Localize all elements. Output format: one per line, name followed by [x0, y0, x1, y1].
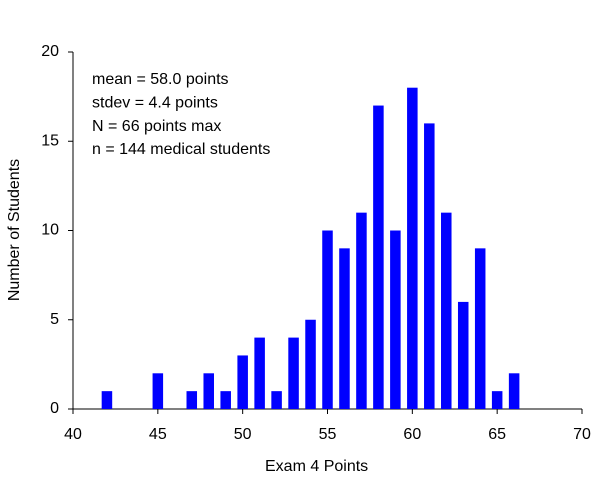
bar: [457, 301, 469, 409]
bar: [271, 391, 282, 409]
x-tick-label: 40: [64, 426, 82, 443]
y-tick-label: 5: [50, 311, 59, 328]
annotation: N = 66 points max: [92, 118, 221, 135]
y-tick-label: 20: [41, 43, 59, 60]
bar: [203, 373, 214, 409]
y-tick-label: 10: [41, 222, 59, 239]
y-tick-label: 0: [50, 400, 59, 417]
bar: [474, 248, 486, 409]
bar: [424, 123, 435, 410]
bar: [101, 391, 113, 409]
bar: [339, 248, 350, 409]
bar: [390, 230, 401, 409]
x-axis-label: Exam 4 Points: [265, 458, 368, 475]
bar: [356, 212, 367, 409]
annotation: mean = 58.0 points: [92, 71, 229, 88]
y-tick-label: 15: [41, 132, 59, 149]
x-tick-label: 60: [403, 426, 421, 443]
x-tick-label: 70: [573, 426, 591, 443]
bar: [322, 230, 333, 409]
bar: [441, 212, 452, 409]
bar: [152, 373, 164, 409]
bar: [186, 391, 198, 409]
annotation: stdev = 4.4 points: [92, 95, 218, 112]
bar: [254, 337, 265, 409]
bar: [305, 319, 316, 409]
bar: [220, 391, 231, 409]
bar: [373, 105, 384, 410]
bar: [491, 391, 503, 409]
y-axis-label: Number of Students: [6, 159, 23, 301]
bar: [407, 87, 418, 409]
x-tick-label: 45: [149, 426, 167, 443]
bar: [288, 337, 299, 409]
x-tick-label: 50: [234, 426, 252, 443]
x-tick-label: 55: [319, 426, 337, 443]
bar: [237, 355, 248, 409]
bar: [508, 373, 520, 409]
x-tick-label: 65: [488, 426, 506, 443]
annotation: n = 144 medical students: [92, 141, 270, 158]
